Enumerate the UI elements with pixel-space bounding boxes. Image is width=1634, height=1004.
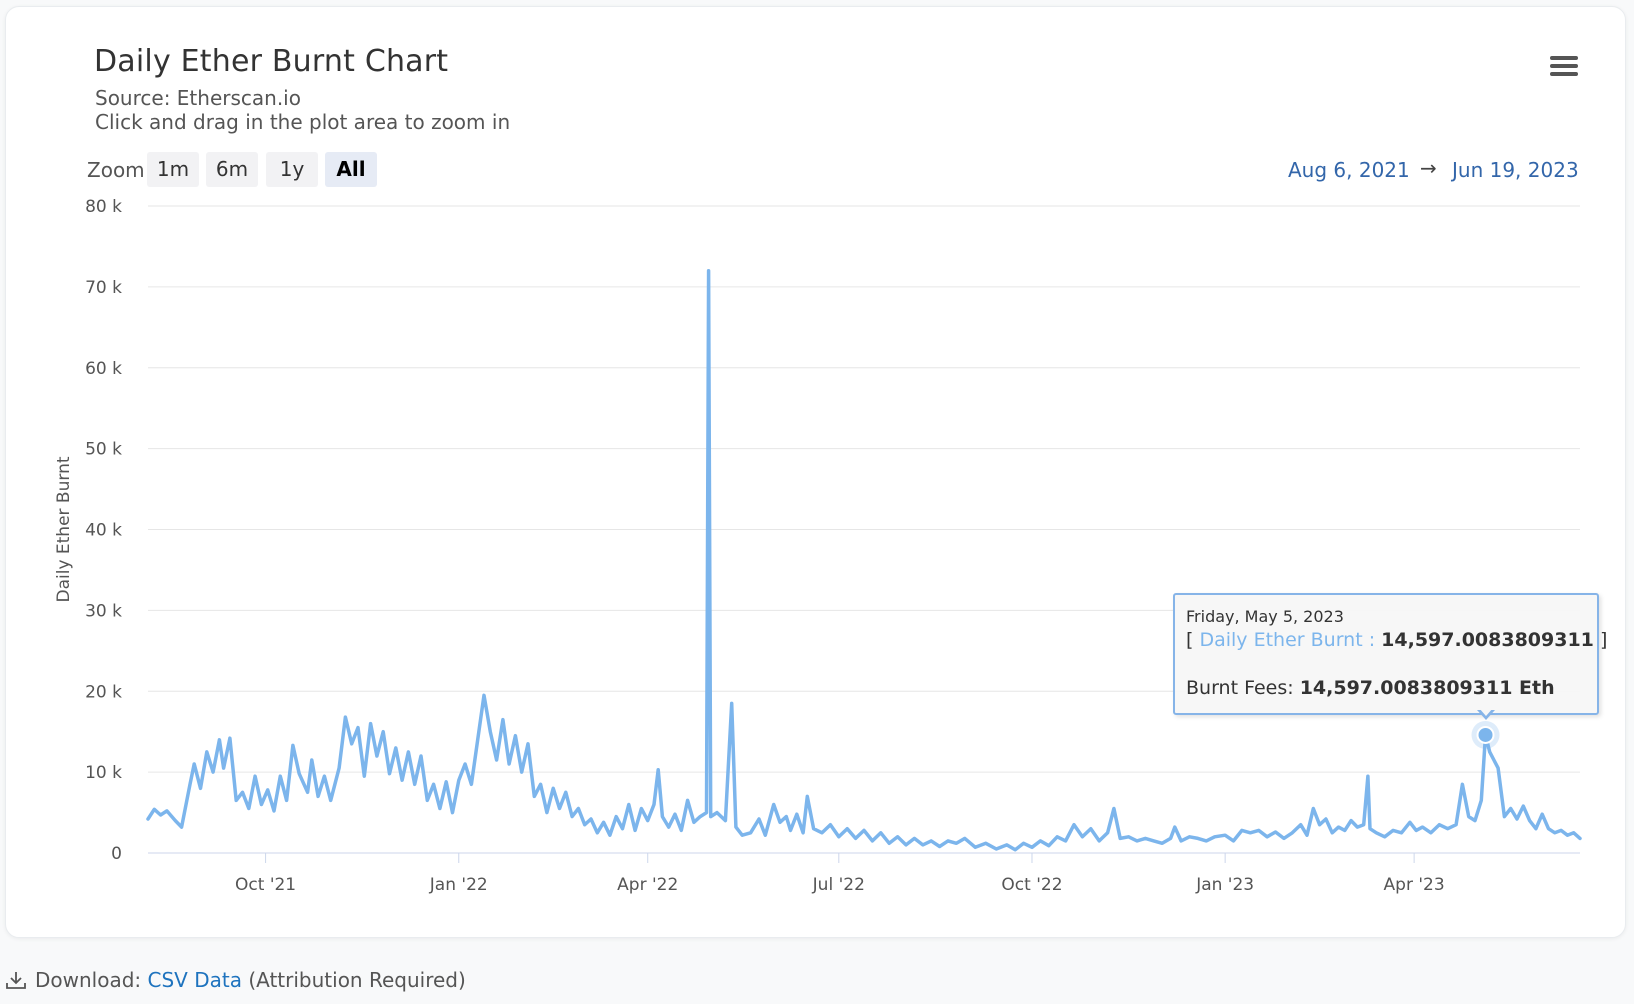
tooltip-fees-line: Burnt Fees: 14,597.0083809311 Eth xyxy=(1186,677,1555,699)
y-axis-title: Daily Ether Burnt xyxy=(54,456,74,602)
tooltip-close-bracket: ] xyxy=(1599,629,1608,651)
chart-subtitle: Source: Etherscan.io Click and drag in t… xyxy=(95,86,510,134)
zoom-6m-button[interactable]: 6m xyxy=(206,152,258,187)
tooltip-series-line: [ Daily Ether Burnt : 14,597.0083809311 … xyxy=(1186,629,1607,651)
chart-tooltip: Friday, May 5, 2023 [ Daily Ether Burnt … xyxy=(1173,593,1607,715)
download-icon xyxy=(6,972,26,989)
subtitle-source: Source: Etherscan.io xyxy=(95,86,301,110)
tooltip-value: 14,597.0083809311 xyxy=(1381,629,1594,651)
chart-title: Daily Ether Burnt Chart xyxy=(94,44,449,79)
x-tick-label: Jul '22 xyxy=(812,875,865,895)
x-tick-label: Oct '22 xyxy=(1001,875,1062,895)
highlight-point xyxy=(1476,725,1495,744)
subtitle-hint: Click and drag in the plot area to zoom … xyxy=(95,110,511,134)
x-tick-label: Oct '21 xyxy=(235,875,296,895)
download-bar: Download: CSV Data (Attribution Required… xyxy=(5,968,466,992)
y-tick-label: 40 k xyxy=(85,521,122,541)
zoom-1y-button[interactable]: 1y xyxy=(266,152,318,187)
range-from-input[interactable]: Aug 6, 2021 xyxy=(1288,158,1410,182)
y-tick-label: 20 k xyxy=(85,682,122,702)
zoom-all-button[interactable]: All xyxy=(325,152,377,187)
csv-data-link[interactable]: CSV Data xyxy=(147,968,242,992)
x-tick-label: Jan '23 xyxy=(1195,875,1254,895)
tooltip-pointer-inner xyxy=(1479,708,1493,716)
y-tick-label: 80 k xyxy=(85,197,122,217)
tooltip-date: Friday, May 5, 2023 xyxy=(1186,607,1344,626)
y-tick-label: 10 k xyxy=(85,763,122,783)
tooltip-series-name: Daily Ether Burnt : xyxy=(1199,629,1376,651)
x-tick-label: Apr '22 xyxy=(617,875,678,895)
y-tick-label: 50 k xyxy=(85,440,122,460)
x-tick-label: Apr '23 xyxy=(1384,875,1445,895)
download-label: Download: xyxy=(35,968,142,992)
download-note: (Attribution Required) xyxy=(248,968,466,992)
y-tick-label: 60 k xyxy=(85,359,122,379)
hamburger-menu-icon[interactable] xyxy=(1548,52,1580,82)
y-tick-label: 70 k xyxy=(85,278,122,298)
y-tick-label: 30 k xyxy=(85,601,122,621)
series-line xyxy=(146,268,1582,852)
tooltip-open-bracket: [ xyxy=(1186,629,1194,651)
chart-plot[interactable]: 0 10 k 20 k 30 k 40 k 50 k 60 k 70 k 80 k Daily E… xyxy=(0,0,1634,960)
range-arrow: → xyxy=(1420,156,1437,180)
x-tick-label: Jan '22 xyxy=(429,875,488,895)
tooltip-fees-value: 14,597.0083809311 Eth xyxy=(1299,677,1555,699)
y-tick-label: 0 xyxy=(111,844,122,864)
tooltip-fees-label: Burnt Fees: xyxy=(1186,677,1294,699)
range-to-input[interactable]: Jun 19, 2023 xyxy=(1452,158,1579,182)
zoom-1m-button[interactable]: 1m xyxy=(147,152,199,187)
zoom-label: Zoom xyxy=(87,158,145,182)
